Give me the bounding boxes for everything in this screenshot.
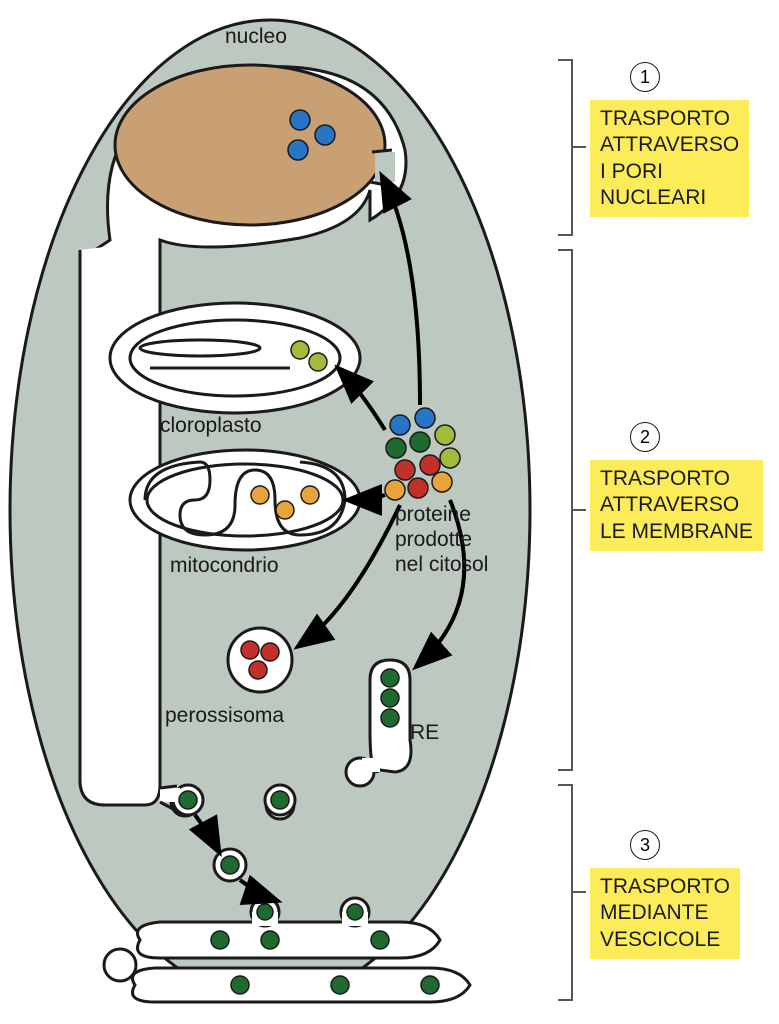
label-proteine: proteine prodotte nel citosol — [395, 502, 488, 578]
c1-l0: TRASPORTO — [600, 107, 730, 130]
c1-l2: I PORI — [600, 160, 663, 183]
c3-l2: VESCICOLE — [600, 928, 720, 951]
label-re: RE — [410, 720, 439, 745]
callout-3-number: 3 — [630, 830, 660, 860]
callout-2-box: TRASPORTO ATTRAVERSO LE MEMBRANE — [590, 460, 763, 551]
label-perossisoma: perossisoma — [165, 703, 284, 728]
c2-l2: LE MEMBRANE — [600, 520, 753, 543]
callout-1-box: TRASPORTO ATTRAVERSO I PORI NUCLEARI — [590, 100, 749, 217]
er-dots — [381, 669, 399, 727]
label-proteine-l1: proteine — [395, 503, 471, 526]
c3-l1: MEDIANTE — [600, 901, 709, 924]
callout-2-number: 2 — [630, 422, 660, 452]
callout-3-box: TRASPORTO MEDIANTE VESCICOLE — [590, 868, 740, 959]
label-nucleo: nucleo — [225, 24, 287, 49]
peroxisome — [228, 628, 292, 692]
brackets — [558, 60, 586, 1000]
callout-1-number: 1 — [630, 62, 660, 92]
c2-l1: ATTRAVERSO — [600, 493, 739, 516]
c3-l0: TRASPORTO — [600, 875, 730, 898]
label-proteine-l3: nel citosol — [395, 553, 488, 576]
nucleus — [115, 65, 385, 225]
c1-l3: NUCLEARI — [600, 186, 706, 209]
c2-l0: TRASPORTO — [600, 467, 730, 490]
label-proteine-l2: prodotte — [395, 528, 472, 551]
c1-l1: ATTRAVERSO — [600, 133, 739, 156]
label-cloroplasto: cloroplasto — [160, 413, 262, 438]
label-mitocondrio: mitocondrio — [170, 553, 279, 578]
mitochondrion — [130, 450, 360, 550]
